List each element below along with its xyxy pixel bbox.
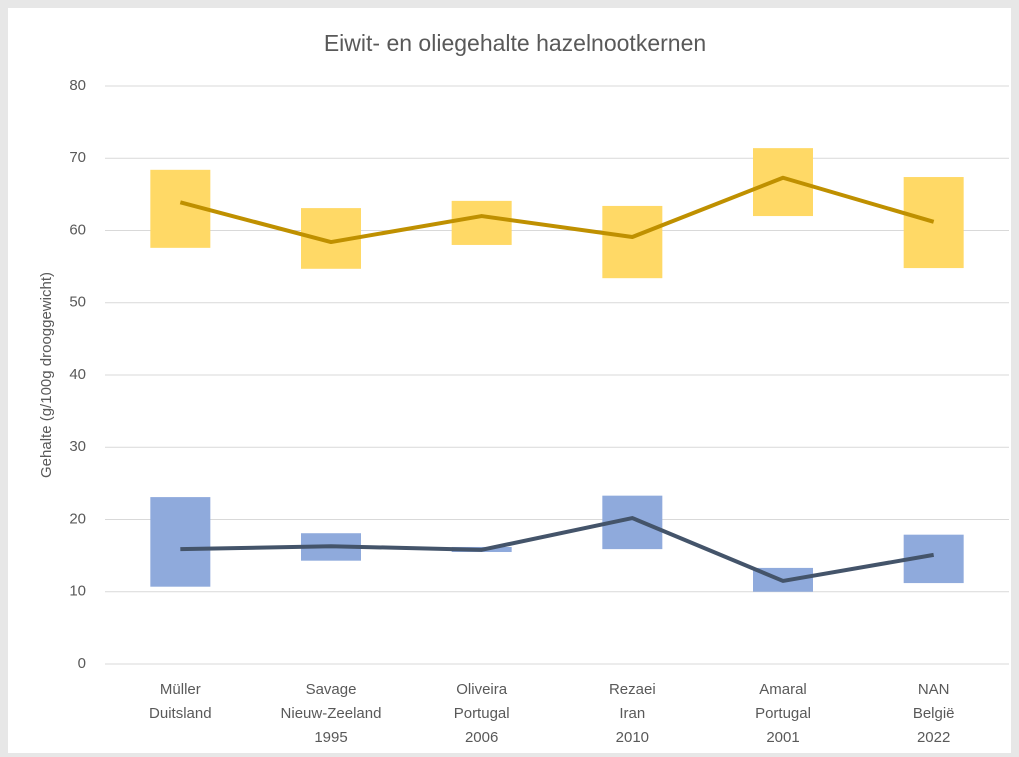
x-tick-label: Oliveira Portugal 2006: [454, 681, 510, 746]
x-tick-label: NAN België 2022: [913, 681, 955, 746]
y-tick-label: 0: [78, 655, 86, 672]
series-line: [179, 175, 935, 245]
grid: [105, 85, 1009, 665]
x-tick-label: Rezaei Iran 2010: [609, 681, 656, 746]
y-tick-label: 50: [69, 294, 86, 311]
y-tick-label: 80: [69, 77, 86, 94]
chart-background: [8, 8, 1011, 753]
chart-title: Eiwit- en oliegehalte hazelnootkernen: [324, 30, 706, 56]
series-line: [180, 516, 935, 583]
range-box: [903, 177, 964, 269]
y-tick-label: 40: [69, 366, 86, 383]
y-tick-label: 10: [69, 583, 86, 600]
labels: 0 10 20 30 40 50 60 70 80 Müller Duitsland Savage Ni…: [69, 77, 954, 746]
lines: [179, 175, 935, 583]
x-tick-label: Amaral Portugal 2001: [755, 681, 811, 746]
y-tick-label: 20: [69, 510, 86, 527]
x-tick-label: Savage Nieuw-Zeeland 1995: [281, 681, 382, 746]
range-box: [150, 497, 211, 587]
x-tick-label: Müller Duitsland: [149, 681, 212, 722]
range-box: [602, 205, 663, 279]
y-tick-label: 30: [69, 438, 86, 455]
y-tick-label: 60: [69, 221, 86, 238]
y-tick-label: 70: [69, 149, 86, 166]
y-axis-label: Gehalte (g/100g drooggewicht): [38, 272, 55, 478]
range-box: [451, 200, 512, 245]
